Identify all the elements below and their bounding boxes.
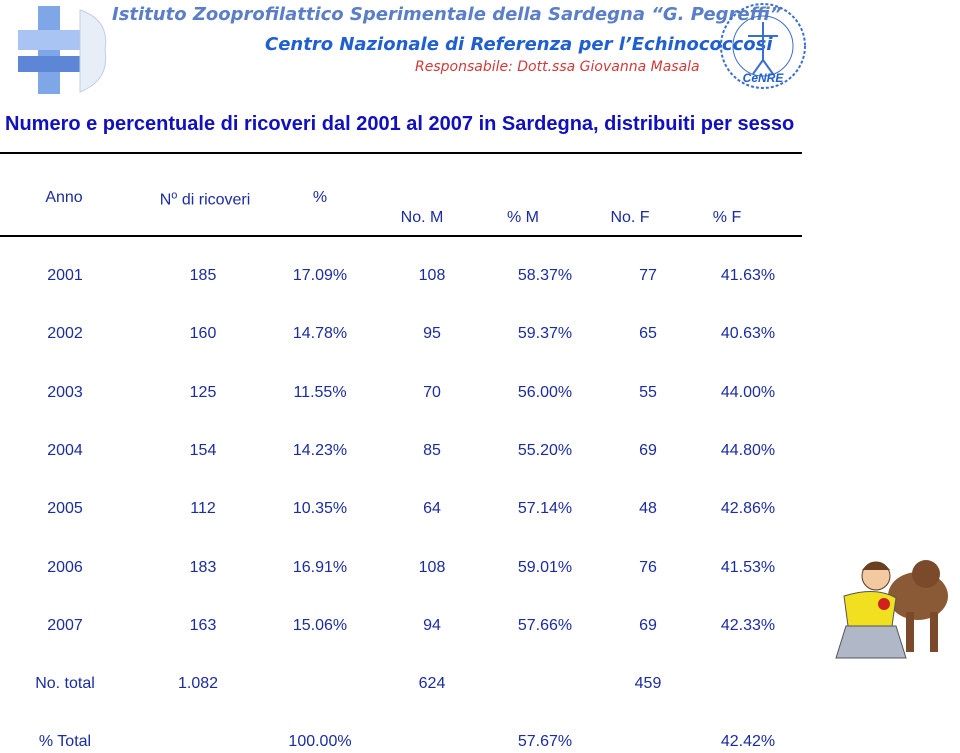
table-cell: 2002	[47, 325, 83, 343]
responsible: Responsabile: Dott.ssa Giovanna Masala	[415, 59, 700, 75]
table-cell: 44.00%	[720, 383, 776, 401]
boy-dog-illustration	[835, 560, 948, 659]
logo-text: CeNRE	[743, 71, 785, 85]
col-header-sup: o	[171, 189, 178, 202]
rule	[0, 152, 802, 154]
table-cell: 70	[423, 383, 441, 401]
institute-name: Istituto Zooprofilattico Sperimentale de…	[112, 4, 782, 25]
table-cell: 56.00%	[517, 383, 573, 401]
cenre-logo: CeNRE	[720, 3, 806, 89]
col-header: %	[312, 189, 328, 206]
table-cell: 41.63%	[720, 267, 776, 284]
total-cell: 57.67%	[517, 733, 573, 750]
table-cell: 44.80%	[720, 441, 776, 459]
total-cell: 1.082	[177, 675, 219, 692]
col-header-part: N	[159, 191, 172, 209]
col-subheader: No. M	[400, 209, 444, 226]
col-header-part: di ricoveri	[181, 191, 251, 209]
institute-logo	[18, 6, 107, 94]
table-cell: 112	[190, 500, 216, 518]
col-subheader: % M	[507, 209, 539, 226]
table-cell: 64	[423, 500, 441, 518]
total-cell: 459	[634, 675, 662, 692]
total-label: % Total	[38, 733, 92, 750]
table-cell: 76	[639, 558, 657, 576]
table-cell: 59.01%	[517, 558, 573, 576]
table-cell: 154	[189, 441, 217, 459]
table-cell: 40.63%	[720, 325, 776, 343]
table-cell: 77	[639, 267, 657, 284]
table-cell: 41.53%	[720, 558, 776, 576]
table-cell: 10.35%	[292, 500, 348, 518]
table-cell: 59.37%	[517, 325, 573, 343]
col-subheader: % F	[712, 209, 742, 226]
table-cell: 65	[639, 325, 657, 343]
table-cell: 183	[189, 558, 217, 576]
table-cell: 48	[639, 500, 657, 518]
table-cell: 94	[423, 616, 441, 634]
table-cell: 108	[418, 558, 446, 576]
table-cell: 11.55%	[293, 383, 347, 401]
col-header: No di ricoveri	[160, 186, 251, 209]
table-cell: 2007	[47, 616, 83, 634]
table-cell: 15.06%	[292, 616, 348, 634]
table-cell: 163	[189, 616, 217, 634]
table-cell: 42.33%	[720, 616, 776, 634]
table-cell: 69	[639, 441, 657, 459]
table-cell: 95	[423, 325, 441, 343]
table-cell: 69	[639, 616, 657, 634]
table-cell: 14.78%	[292, 325, 348, 343]
total-label: No. total	[35, 675, 95, 692]
centre-name: Centro Nazionale di Referenza per l’Echi…	[265, 34, 773, 55]
table-cell: 57.66%	[517, 616, 573, 634]
table-cell: 2004	[47, 441, 83, 459]
table-cell: 160	[189, 325, 217, 343]
total-cell: 100.00%	[288, 733, 352, 750]
table-cell: 2003	[47, 383, 83, 401]
table-cell: 185	[189, 267, 217, 284]
table-cell: 2001	[47, 267, 83, 284]
total-cell: 42.42%	[720, 733, 776, 750]
table-cell: 58.37%	[517, 267, 573, 284]
table-cell: 57.14%	[517, 500, 573, 518]
table-cell: 17.09%	[292, 267, 348, 284]
col-header: Anno	[45, 189, 83, 206]
table-cell: 55.20%	[517, 441, 573, 459]
table-cell: 2005	[47, 500, 83, 518]
total-cell: 624	[418, 675, 446, 692]
rule	[0, 235, 802, 237]
col-subheader: No. F	[610, 209, 650, 226]
table-cell: 55	[639, 383, 657, 401]
table-cell: 14.23%	[292, 441, 348, 459]
title: Numero e percentuale di ricoveri dal 200…	[5, 113, 795, 135]
table-cell: 108	[418, 267, 446, 284]
table-cell: 2006	[47, 558, 83, 576]
table-cell: 125	[189, 383, 217, 401]
table-cell: 42.86%	[720, 500, 776, 518]
table-cell: 16.91%	[292, 558, 348, 576]
table-cell: 85	[423, 441, 441, 459]
